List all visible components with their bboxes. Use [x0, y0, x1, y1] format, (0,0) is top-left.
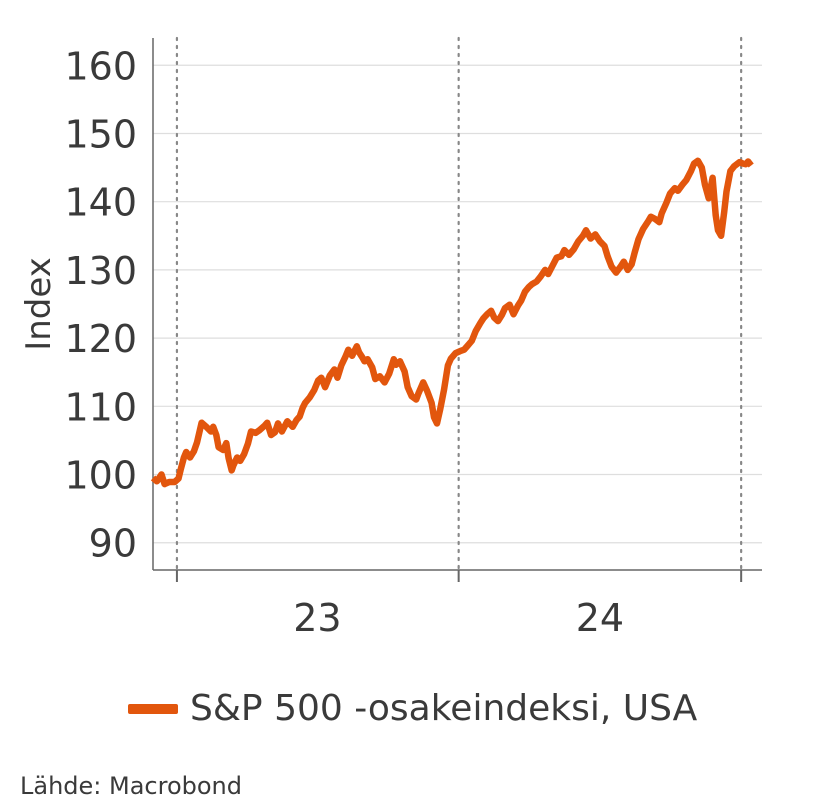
- y-tick-label-160: 160: [64, 44, 137, 88]
- y-tick-label-150: 150: [64, 112, 137, 156]
- source-note: Lähde: Macrobond: [20, 772, 242, 800]
- axes: [152, 38, 762, 582]
- x-tick-label-23: 23: [293, 596, 341, 640]
- y-tick-label-130: 130: [64, 249, 137, 293]
- chart-area: 90 100 110 120 130 140 150 160 23 24 Index: [19, 36, 762, 640]
- year-boundary-lines: [175, 36, 743, 572]
- y-tick-label-90: 90: [89, 522, 137, 566]
- y-axis-title: Index: [19, 257, 59, 351]
- legend-swatch: [128, 703, 178, 714]
- y-tick-label-120: 120: [64, 317, 137, 361]
- legend-label: S&P 500 -osakeindeksi, USA: [190, 688, 698, 729]
- y-tick-label-140: 140: [64, 181, 137, 225]
- tick-labels: 90 100 110 120 130 140 150 160 23 24 Index: [19, 44, 624, 640]
- y-tick-label-110: 110: [64, 385, 137, 429]
- y-tick-label-100: 100: [64, 454, 137, 498]
- series-line-0: [150, 157, 754, 488]
- horizontal-gridlines: [153, 64, 762, 544]
- x-tick-label-24: 24: [576, 596, 624, 640]
- series-layer: [150, 157, 754, 488]
- legend: S&P 500 -osakeindeksi, USA: [128, 688, 697, 729]
